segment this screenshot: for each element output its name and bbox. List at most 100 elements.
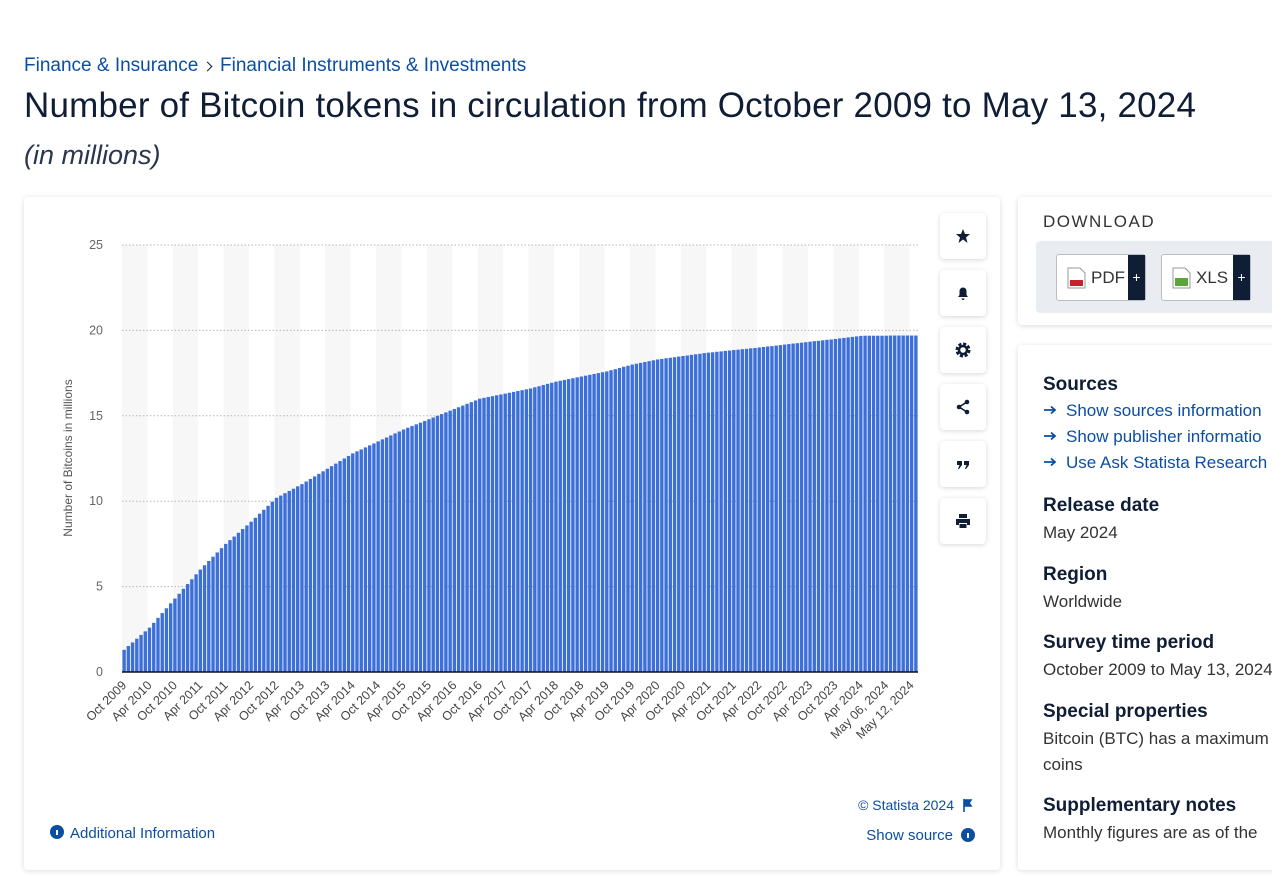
bar: [329, 466, 334, 672]
bar: [240, 529, 245, 672]
plot-stripe: [630, 245, 656, 672]
xls-button[interactable]: XLS +: [1161, 254, 1251, 301]
bar: [846, 337, 850, 672]
bar: [168, 603, 173, 672]
bar: [765, 346, 770, 672]
y-tick-label: 5: [96, 580, 103, 594]
bar: [740, 349, 744, 672]
share-button[interactable]: [940, 384, 986, 430]
source-link[interactable]: Show sources information: [1043, 401, 1262, 421]
bar: [511, 391, 516, 672]
source-link[interactable]: Use Ask Statista Research S: [1043, 453, 1272, 473]
page-title: Number of Bitcoin tokens in circulation …: [24, 86, 1197, 125]
detail-heading: Supplementary notes: [1043, 795, 1237, 816]
bar: [185, 584, 190, 672]
page-subtitle: (in millions): [24, 140, 161, 170]
bar: [308, 478, 313, 672]
bar: [566, 379, 571, 672]
plot-stripe: [426, 245, 453, 672]
bar: [545, 383, 550, 672]
bar: [736, 349, 740, 672]
bar: [575, 377, 579, 672]
settings-button[interactable]: [940, 327, 986, 373]
bar: [723, 350, 728, 672]
plot-stripe: [528, 245, 554, 672]
bar: [821, 340, 825, 672]
bar: [715, 351, 719, 672]
bar: [435, 415, 440, 672]
bar: [401, 429, 406, 672]
pdf-button[interactable]: PDF +: [1056, 254, 1146, 301]
credit[interactable]: © Statista 2024: [858, 797, 954, 813]
plot-stripe: [325, 245, 351, 672]
source-link[interactable]: Show publisher informatio: [1043, 427, 1262, 447]
breadcrumb-link[interactable]: Financial Instruments & Investments: [220, 55, 527, 76]
bar: [325, 468, 330, 672]
bar: [533, 387, 537, 672]
bar: [431, 417, 435, 672]
bar: [380, 439, 385, 672]
bar: [677, 356, 681, 672]
bar: [173, 598, 177, 672]
plot-stripe: [833, 245, 859, 672]
bar: [592, 373, 596, 672]
bar: [876, 335, 880, 672]
format-plus[interactable]: +: [1233, 255, 1250, 300]
bar: [283, 493, 287, 672]
bar: [414, 424, 418, 672]
bar: [550, 382, 554, 672]
bar: [710, 352, 715, 672]
bar: [384, 437, 389, 672]
format-plus[interactable]: +: [1128, 255, 1145, 300]
bar: [279, 495, 283, 672]
bar: [444, 412, 448, 672]
plot-stripe: [884, 245, 910, 672]
bar: [503, 393, 507, 672]
bar: [634, 363, 639, 672]
bar: [465, 403, 469, 672]
bar: [787, 344, 791, 672]
bar: [842, 337, 846, 672]
bar: [837, 338, 842, 672]
bar: [829, 339, 833, 672]
breadcrumb-link[interactable]: Finance & Insurance: [24, 55, 199, 76]
bar: [211, 556, 215, 672]
plot-stripe: [376, 245, 402, 672]
additional-info[interactable]: Additional Information: [70, 825, 215, 842]
print-button[interactable]: [940, 498, 986, 544]
flag-icon: [963, 799, 973, 812]
bar: [126, 646, 131, 672]
bar: [266, 505, 270, 672]
bar: [253, 517, 258, 672]
bar: [698, 353, 702, 672]
bar: [152, 622, 156, 672]
bar: [122, 649, 126, 672]
bar: [596, 373, 601, 672]
bar: [850, 336, 855, 672]
bar: [190, 579, 194, 672]
plot-stripe: [122, 245, 148, 672]
bar: [456, 407, 461, 672]
bar: [473, 400, 478, 672]
download-heading: DOWNLOAD: [1043, 212, 1156, 231]
bar: [833, 338, 838, 672]
favorite-button[interactable]: [940, 213, 986, 259]
show-source[interactable]: Show source: [866, 827, 953, 844]
notify-button[interactable]: [940, 270, 986, 316]
bar: [207, 560, 211, 672]
cite-button[interactable]: [940, 441, 986, 487]
bar: [600, 372, 605, 672]
bar: [588, 374, 592, 672]
bar: [655, 359, 660, 672]
bar: [156, 617, 160, 672]
bar: [351, 453, 355, 672]
plot-stripe: [223, 245, 250, 672]
bar: [321, 471, 325, 672]
bar: [681, 356, 685, 672]
bar: [804, 342, 808, 672]
bar: [744, 348, 749, 672]
bar: [228, 540, 232, 672]
plot-stripe: [477, 245, 504, 672]
info-icon-bar: [56, 830, 58, 835]
